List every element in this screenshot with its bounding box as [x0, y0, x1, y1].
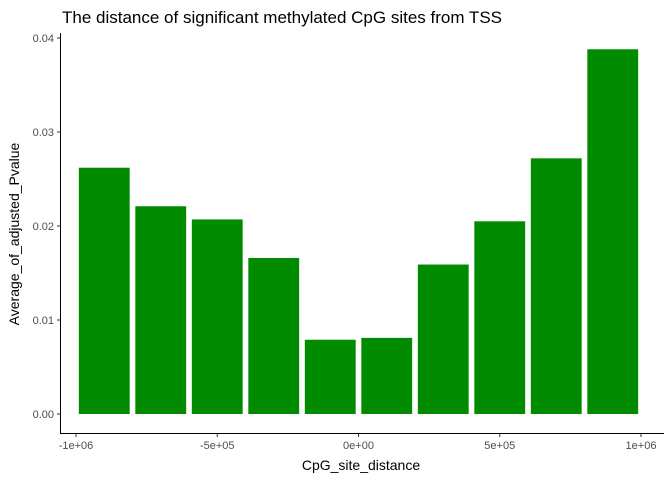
y-tick-label: 0.03	[33, 127, 54, 139]
bar	[191, 219, 243, 414]
x-tick-label: -1e+06	[59, 440, 94, 452]
x-tick-label: 1e+06	[626, 440, 657, 452]
x-tick-label: 5e+05	[484, 440, 515, 452]
x-axis-title: CpG_site_distance	[302, 457, 421, 473]
bar	[417, 264, 469, 414]
y-axis-title: Average_of_adjusted_Pvalue	[6, 142, 22, 325]
bar	[530, 158, 582, 414]
x-axis-ticks: -1e+06 -5e+05 0e+00 5e+05 1e+06	[59, 433, 657, 452]
y-axis-ticks: 0.00 0.01 0.02 0.03 0.04	[33, 33, 61, 421]
bars-group	[78, 49, 639, 414]
bar	[304, 339, 356, 414]
y-tick-label: 0.01	[33, 315, 54, 327]
y-tick-label: 0.00	[33, 409, 54, 421]
y-tick-label: 0.02	[33, 221, 54, 233]
chart-title: The distance of significant methylated C…	[62, 8, 502, 27]
x-tick-label: -5e+05	[200, 440, 235, 452]
bar	[474, 221, 526, 414]
plot-area	[60, 33, 664, 434]
bar	[78, 167, 130, 414]
x-tick-label: 0e+00	[343, 440, 374, 452]
bar	[248, 257, 300, 414]
bar	[587, 49, 639, 414]
y-tick-label: 0.04	[33, 33, 54, 45]
bar	[361, 337, 413, 414]
bar	[135, 206, 187, 414]
